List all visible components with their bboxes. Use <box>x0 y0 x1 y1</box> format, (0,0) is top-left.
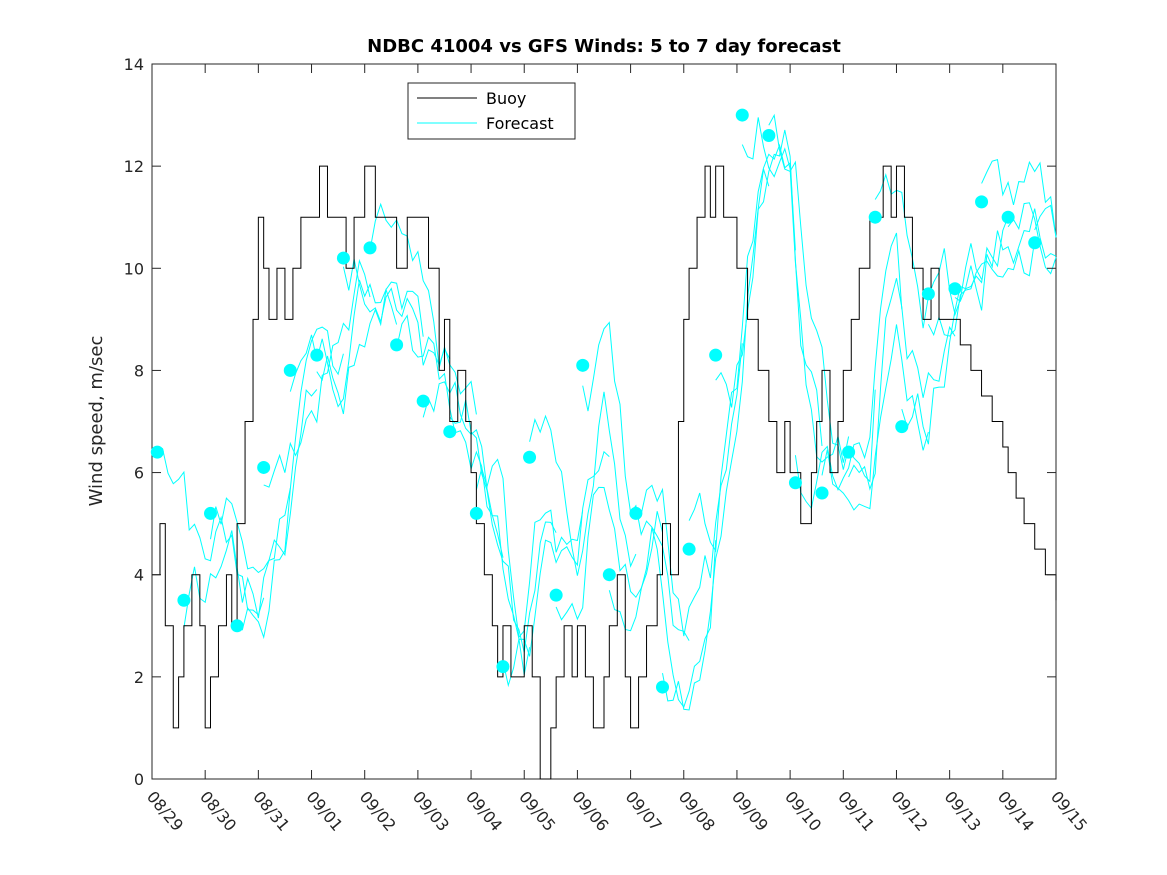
forecast-point <box>523 450 537 464</box>
forecast-series-line <box>848 278 956 491</box>
forecast-point <box>735 108 749 122</box>
forecast-point <box>177 593 191 607</box>
forecast-series-line <box>342 258 451 367</box>
forecast-point <box>1001 210 1015 224</box>
y-tick-label: 12 <box>124 157 144 176</box>
forecast-series-line <box>502 450 610 688</box>
forecast-series-line <box>157 448 265 616</box>
forecast-point <box>310 348 324 362</box>
forecast-series-line <box>688 143 796 553</box>
forecast-series-line <box>635 343 743 637</box>
forecast-series-line <box>555 486 663 621</box>
y-tick-label: 10 <box>124 259 144 278</box>
forecast-point <box>788 476 802 490</box>
forecast-series-line <box>210 389 318 574</box>
forecast-point <box>443 425 457 439</box>
forecast-point <box>842 445 856 459</box>
buoy-line-group <box>152 165 1057 780</box>
forecast-point <box>576 358 590 372</box>
forecast-series-line <box>741 117 850 463</box>
forecast-series-line <box>1007 202 1057 275</box>
forecast-point <box>549 588 563 602</box>
forecast-point <box>203 506 217 520</box>
forecast-point <box>283 363 297 377</box>
legend: Buoy Forecast <box>407 82 576 140</box>
y-tick-label: 2 <box>134 668 144 687</box>
forecast-point <box>709 348 723 362</box>
y-tick-label: 4 <box>134 566 144 585</box>
forecast-series-line <box>821 324 929 511</box>
y-axis-label: Wind speed, m/sec <box>86 336 107 507</box>
forecast-series-line <box>1034 204 1057 238</box>
forecast-series-line <box>981 158 1057 238</box>
y-tick-label: 8 <box>134 361 144 380</box>
forecast-series-line <box>422 380 531 675</box>
y-tick-label: 14 <box>124 55 144 74</box>
forecast-point <box>975 195 989 209</box>
forecast-point <box>948 282 962 296</box>
forecast-point <box>629 506 643 520</box>
forecast-point <box>655 680 669 694</box>
forecast-point <box>257 460 271 474</box>
forecast-point <box>230 619 244 633</box>
forecast-series-line <box>901 216 1009 445</box>
forecast-series-line <box>582 321 690 641</box>
forecast-series-line <box>449 399 557 653</box>
forecast-series-line <box>768 113 876 483</box>
forecast-series-line <box>794 232 903 510</box>
forecast-point <box>868 210 882 224</box>
forecast-point <box>895 420 909 434</box>
forecast-point <box>1028 236 1042 250</box>
forecast-series-line <box>529 391 637 576</box>
chart-title: NDBC 41004 vs GFS Winds: 5 to 7 day fore… <box>367 36 841 57</box>
forecast-series-line <box>236 326 344 640</box>
forecast-point <box>815 486 829 500</box>
y-axis-ticks: 0 2 4 6 8 10 12 14 <box>124 55 1056 789</box>
buoy-series-line <box>152 165 1057 780</box>
forecast-series-line <box>927 240 1036 337</box>
forecast-point <box>682 542 696 556</box>
forecast-series-line <box>662 168 770 711</box>
forecast-series-line <box>369 202 477 415</box>
forecast-point <box>363 241 377 255</box>
forecast-point <box>762 129 776 142</box>
y-tick-label: 6 <box>134 464 144 483</box>
forecast-point <box>469 506 483 520</box>
forecast-point <box>496 660 510 674</box>
forecast-point <box>150 445 164 459</box>
forecast-series-line <box>263 258 371 488</box>
forecast-series-line <box>316 281 424 415</box>
forecast-series-line <box>608 527 717 709</box>
forecast-point <box>416 394 430 408</box>
forecast-markers <box>150 108 1042 694</box>
forecast-point <box>336 251 350 265</box>
legend-forecast-label: Forecast <box>486 114 554 133</box>
legend-buoy-label: Buoy <box>486 89 526 108</box>
y-tick-label: 0 <box>134 770 144 789</box>
forecast-series-line <box>289 279 398 408</box>
axes-box <box>151 63 1057 780</box>
forecast-point <box>390 338 404 352</box>
plot-area <box>150 63 1057 780</box>
forecast-point <box>602 568 616 582</box>
forecast-point <box>921 287 935 301</box>
forecast-series-line <box>475 458 584 639</box>
forecast-series-line <box>954 208 1057 311</box>
legend-box <box>407 82 576 140</box>
